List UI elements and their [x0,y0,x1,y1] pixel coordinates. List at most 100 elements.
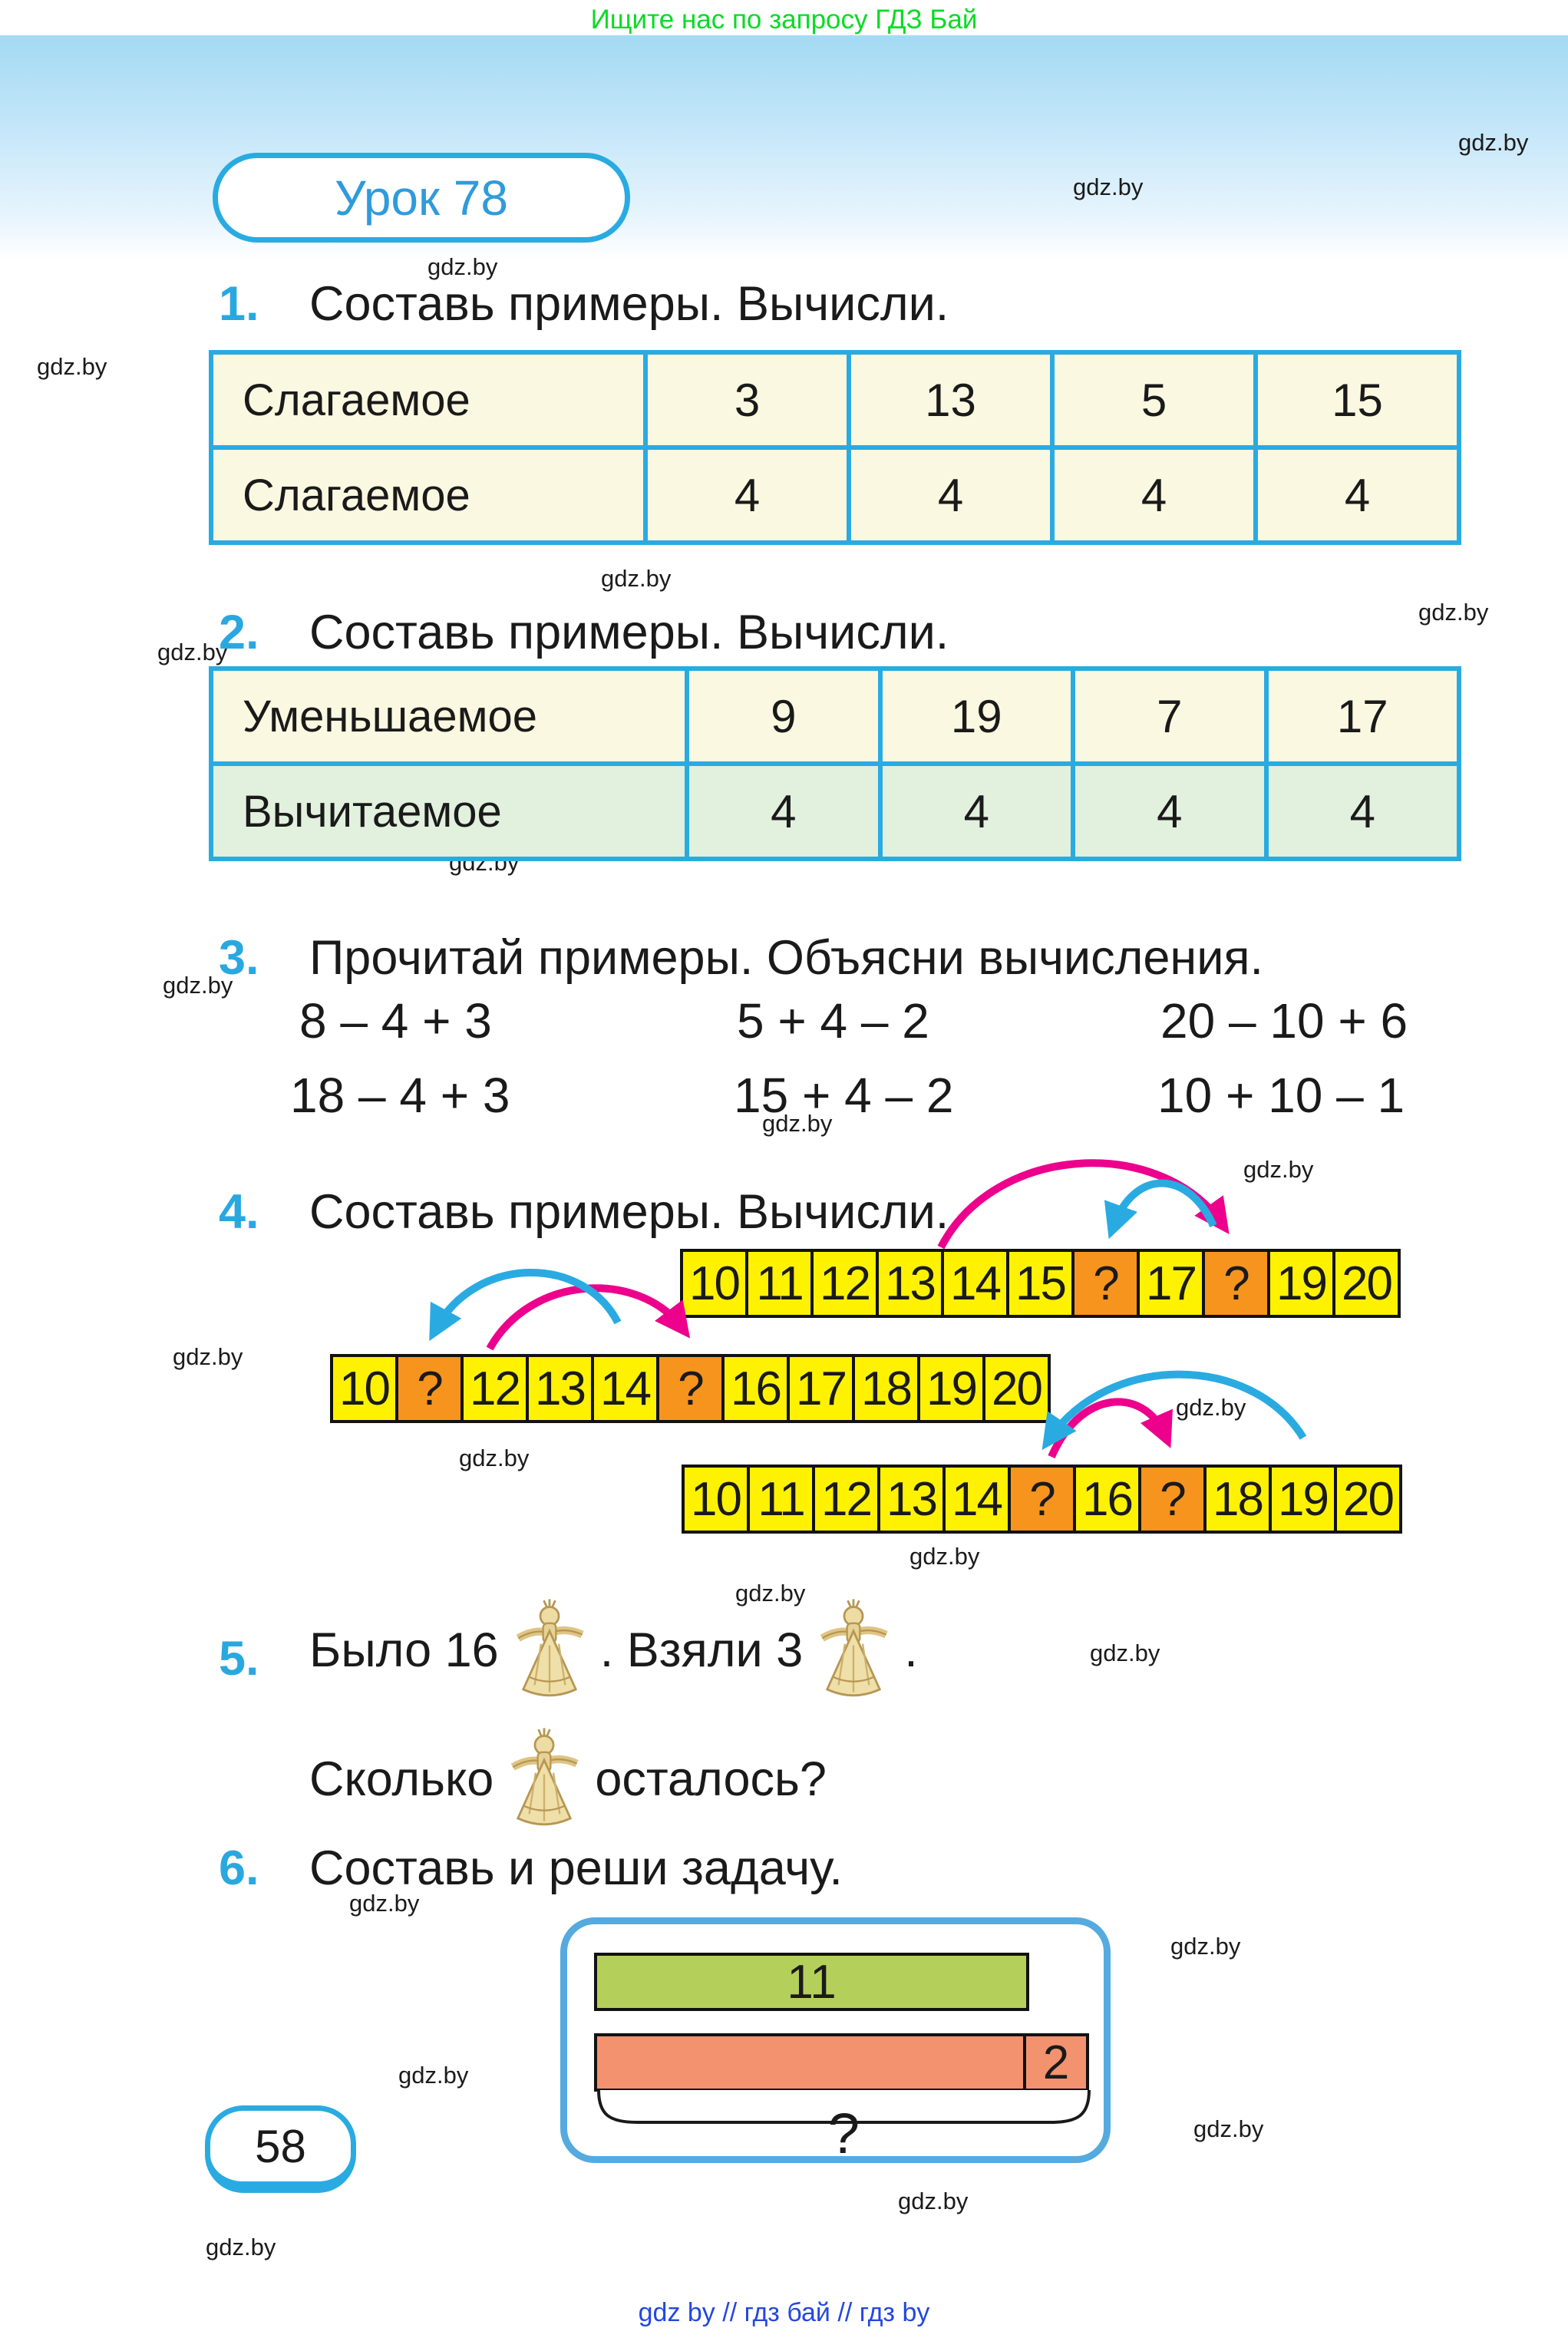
strip-cell: 12 [810,1252,876,1315]
strip-cell: 14 [941,1252,1006,1315]
table-cell: 17 [1268,671,1457,761]
table-row-label: Вычитаемое [213,766,685,857]
promo-banner-text: Ищите нас по запросу ГДЗ Бай [590,5,978,35]
strip-cell: 12 [812,1468,877,1531]
strip-cell: 15 [1006,1252,1071,1315]
table-cell: 19 [882,671,1071,761]
strip-cell: 20 [982,1357,1048,1420]
task5-number: 5. [219,1632,259,1686]
lesson-title: Урок 78 [335,170,508,226]
strip-cell: 17 [1137,1252,1202,1315]
watermark: gdz.by [349,1890,420,1917]
strip-cell-unknown: ? [395,1357,460,1420]
strip-cell: 13 [526,1357,591,1420]
task5-text: осталось? [595,1752,827,1806]
watermark: gdz.by [398,2062,469,2089]
watermark: gdz.by [37,353,107,380]
watermark: gdz.by [157,639,228,665]
watermark: gdz.by [173,1343,243,1370]
task6-title: Составь и реши задачу. [309,1841,843,1895]
strip-cell: 11 [745,1252,810,1315]
blue-arrow-arc [1104,1179,1217,1240]
task6-number: 6. [219,1841,259,1895]
strip-cell: 20 [1332,1252,1398,1315]
task5-line1: Было 16 . Взяли 3 . [309,1589,918,1712]
table-cell: 7 [1075,671,1264,761]
footer-links: gdz by // гдз бай // гдз by [638,2298,930,2327]
expression: 5 + 4 – 2 [737,993,929,1048]
task5-text: Было 16 [309,1623,499,1677]
bottom-bar-value: 2 [1042,2036,1070,2089]
strip-cell: 11 [747,1468,812,1531]
watermark: gdz.by [1176,1394,1246,1421]
watermark: gdz.by [601,565,672,592]
table-cell: 4 [648,450,847,540]
table-cell: 4 [689,766,878,857]
strip-cell: 18 [852,1357,917,1420]
expression: 8 – 4 + 3 [299,993,492,1048]
watermark: gdz.by [909,1543,980,1570]
table-cell: 4 [851,450,1050,540]
expression: 18 – 4 + 3 [290,1068,510,1123]
strip-cell-unknown: ? [656,1357,721,1420]
blue-arrow-arc [429,1269,622,1342]
number-strip-3: 10 11 12 13 14 ? 16 ? 18 19 20 [682,1465,1402,1534]
strip3-arrow-arcs [1041,1370,1307,1458]
straw-doll-icon [511,1596,588,1705]
task5-text: . Взяли 3 [599,1623,804,1677]
brace-under-bar [597,2090,1091,2124]
strip-cell: 13 [876,1252,941,1315]
strip-cell: 19 [917,1357,982,1420]
strip-cell: 14 [591,1357,656,1420]
task2-number: 2. [219,606,259,659]
table-row-label: Слагаемое [213,450,643,540]
expression: 20 – 10 + 6 [1160,993,1408,1048]
strip-cell: 20 [1334,1468,1399,1531]
diagram-top-bar: 11 [594,1953,1029,2011]
diagram-bottom-bar: 2 [594,2033,1089,2092]
table-cell: 4 [882,766,1071,857]
table-cell: 9 [689,671,878,761]
task1-number: 1. [219,277,259,331]
strip-cell-unknown: ? [1071,1252,1137,1315]
page-number-badge: 58 [205,2105,356,2193]
strip-cell: 19 [1269,1468,1334,1531]
watermark: gdz.by [1073,173,1144,200]
number-strip-1: 10 11 12 13 14 15 ? 17 ? 19 20 [680,1249,1401,1318]
blue-arrow-arc [1041,1370,1307,1451]
watermark: gdz.by [762,1110,833,1137]
watermark: gdz.by [1243,1156,1314,1183]
question-mark: ? [827,2102,860,2165]
table-cell: 3 [648,355,847,445]
table-cell: 4 [1075,766,1264,857]
task3-title: Прочитай примеры. Объясни вычисления. [309,931,1264,985]
strip-cell: 19 [1267,1252,1332,1315]
lesson-badge: Урок 78 [213,153,630,243]
task1-title: Составь примеры. Вычисли. [309,277,949,331]
strip-cell: 10 [685,1468,747,1531]
straw-doll-icon [815,1596,892,1705]
bar-diagram: 11 2 ? [560,1917,1111,2165]
pink-arrow-arc [1048,1398,1173,1458]
watermark: gdz.by [1458,129,1529,156]
task4-title: Составь примеры. Вычисли. [309,1185,949,1239]
task5-line2: Сколько осталось? [309,1718,827,1841]
strip-cell: 10 [333,1357,395,1420]
strip-cell: 16 [721,1357,787,1420]
strip2-arrow-arcs [429,1269,691,1351]
watermark: gdz.by [163,972,233,999]
table-row-label: Уменьшаемое [213,671,685,761]
table-cell: 4 [1268,766,1457,857]
strip-cell: 18 [1203,1468,1269,1531]
straw-doll-icon [506,1725,583,1834]
watermark: gdz.by [206,2234,276,2260]
strip-cell-unknown: ? [1008,1468,1073,1531]
watermark: gdz.by [459,1445,530,1471]
strip-cell: 14 [942,1468,1008,1531]
watermark: gdz.by [1090,1640,1160,1666]
strip-cell: 12 [460,1357,526,1420]
top-bar-value: 11 [787,1955,837,2009]
page-number: 58 [255,2120,306,2172]
table-cell: 5 [1055,355,1253,445]
